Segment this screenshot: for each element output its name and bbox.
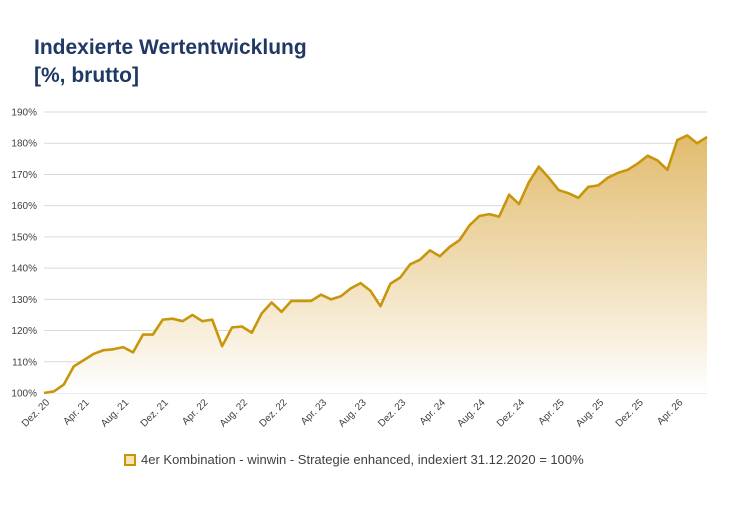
y-tick-label: 120% [11,326,37,337]
y-tick-label: 160% [11,201,37,212]
area-fill-layer [44,135,707,394]
y-tick-label: 100% [11,389,37,400]
y-tick-label: 140% [11,264,37,275]
x-tick-label: Dez. 24 [495,397,527,429]
y-tick-label: 180% [11,139,37,150]
y-tick-label: 170% [11,170,37,181]
series-area [44,135,707,394]
x-tick-label: Aug. 23 [337,397,369,429]
y-axis-ticks: 100% 110% 120% 130% 140% 150% 160% 170% 180% 190% [11,108,37,400]
x-tick-label: Dez. 21 [139,397,171,429]
x-tick-label: Apr. 21 [62,397,92,427]
legend: 4er Kombination - winwin - Strategie enh… [124,452,584,467]
legend-swatch [124,453,136,466]
y-tick-label: 130% [11,295,37,306]
x-tick-label: Apr. 26 [655,397,685,427]
y-tick-label: 190% [11,108,37,119]
chart-title: Indexierte Wertentwicklung [%, brutto] [34,34,307,90]
y-tick-label: 150% [11,232,37,243]
x-tick-label: Aug. 21 [99,397,131,429]
x-axis-ticks: Dez. 20 Apr. 21 Aug. 21 Dez. 21 Apr. 22 Aug. … [20,397,686,429]
y-tick-label: 110% [12,357,37,368]
x-tick-label: Dez. 20 [20,397,52,429]
x-tick-label: Apr. 25 [536,397,566,427]
x-tick-label: Dez. 25 [614,397,646,429]
x-tick-label: Aug. 22 [218,397,250,429]
x-tick-label: Dez. 22 [257,397,289,429]
x-tick-label: Apr. 23 [299,397,329,427]
x-tick-label: Apr. 22 [180,397,210,427]
chart-title-line1: Indexierte Wertentwicklung [34,36,307,59]
x-tick-label: Apr. 24 [418,397,448,427]
chart-title-line2: [%, brutto] [34,64,139,87]
x-tick-label: Dez. 23 [376,397,408,429]
series-line [43,134,708,395]
x-tick-label: Aug. 24 [455,397,487,429]
x-tick-label: Aug. 25 [574,397,606,429]
legend-label: 4er Kombination - winwin - Strategie enh… [141,452,584,467]
series-line-layer [43,134,708,395]
